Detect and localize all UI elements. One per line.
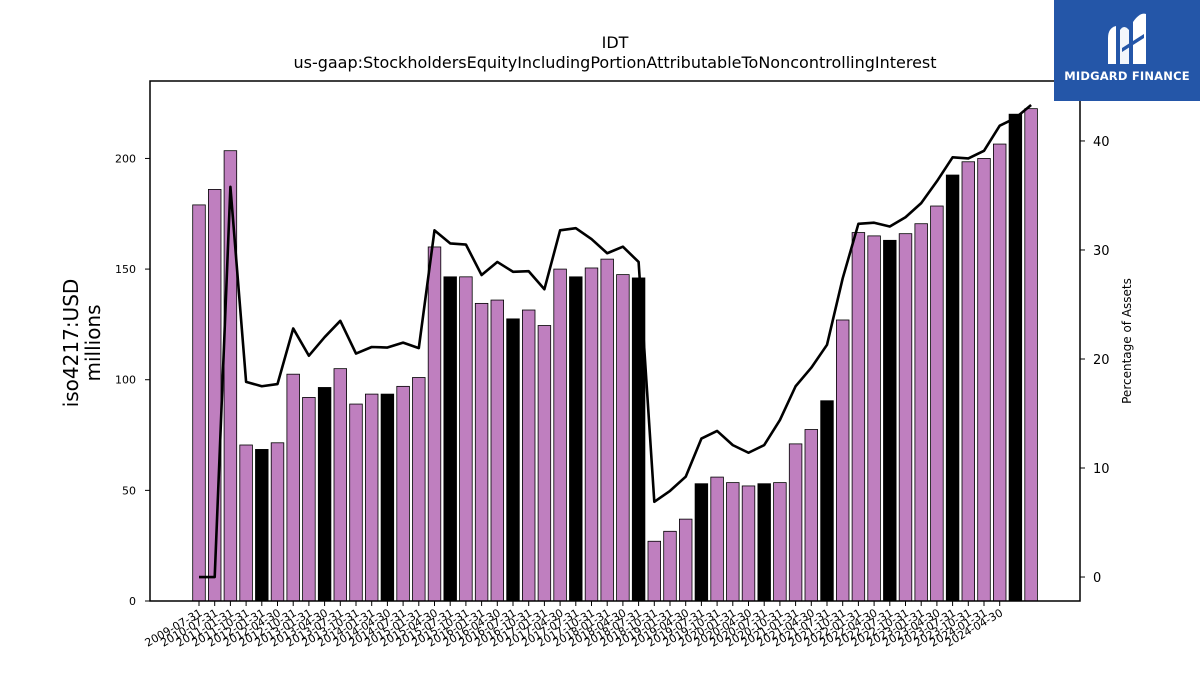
bar-2012-04-30: [317, 387, 332, 602]
bar-2013-01-31: [364, 393, 379, 602]
bar-2021-01-31: [867, 235, 881, 602]
bar-2012-10-31: [349, 403, 363, 602]
y2-axis-label: Percentage of Assets: [1120, 278, 1134, 404]
bar-2015-04-30: [506, 318, 520, 602]
y-tick-label: 50: [122, 484, 136, 497]
plot-area: [192, 103, 1038, 602]
bar-2018-04-30: [694, 483, 709, 602]
bar-2016-10-31: [600, 258, 614, 602]
bar-2013-10-31: [412, 377, 426, 602]
y2-tick-label: 40: [1093, 135, 1110, 150]
bar-2021-04-30: [883, 239, 897, 602]
bar-2010-01-31: [207, 189, 222, 602]
logo-text: MIDGARD FINANCE: [1064, 69, 1190, 83]
bar-2022-01-31: [930, 205, 944, 602]
chart-subtitle: us-gaap:StockholdersEquityIncludingPorti…: [293, 53, 936, 72]
y-tick-label: 0: [129, 595, 136, 608]
bar-2021-07-31: [898, 233, 913, 602]
y2-tick-label: 10: [1093, 462, 1110, 477]
chart-title: IDT: [602, 33, 629, 52]
bar-2023-07-31: [1024, 108, 1038, 602]
bar-2022-10-31: [977, 158, 991, 602]
percentage-of-assets-line: [199, 103, 1032, 579]
bar-2023-04-30: [1008, 113, 1023, 602]
y-axis-label: iso4217:USDmillions: [59, 279, 105, 408]
y-axis-label-line: millions: [81, 304, 105, 381]
bar-2009-07-31: [192, 204, 206, 602]
bar-2017-10-31: [663, 530, 677, 602]
bar-2017-07-31: [647, 540, 662, 602]
bar-2015-10-31: [537, 325, 552, 602]
bar-2014-07-31: [459, 276, 473, 602]
midgard-finance-logo: MIDGARD FINANCE: [1054, 0, 1200, 101]
midgard-logo-mark-icon: [1108, 13, 1146, 64]
bar-2017-01-31: [616, 274, 630, 602]
y-tick-label: 200: [115, 152, 136, 165]
y2-tick-label: 30: [1093, 244, 1110, 259]
bar-2023-01-31: [993, 143, 1007, 602]
bar-2022-04-30: [945, 174, 960, 602]
bar-2011-01-31: [239, 444, 253, 602]
bar-2015-01-31: [490, 299, 505, 602]
bar-2012-01-31: [302, 397, 316, 602]
bar-2019-04-30: [757, 483, 771, 602]
y-tick-label: 100: [115, 374, 136, 387]
y2-tick-label: 20: [1093, 353, 1110, 368]
bar-2020-04-30: [820, 400, 834, 602]
plot-frame: [149, 80, 1081, 602]
bar-2012-07-31: [333, 368, 348, 602]
bar-2015-07-31: [522, 309, 536, 602]
y-tick-label: 150: [115, 263, 136, 276]
y-axis-label-line: iso4217:USD: [59, 279, 83, 408]
bar-2014-01-31: [427, 246, 442, 602]
bar-2013-07-31: [396, 385, 410, 602]
bar-2014-10-31: [474, 302, 489, 602]
bar-2011-10-31: [286, 373, 300, 602]
bar-2018-01-31: [679, 518, 693, 602]
bar-2020-01-31: [804, 429, 819, 602]
bar-2020-10-31: [851, 232, 866, 602]
bar-2016-04-30: [569, 276, 583, 602]
bar-2011-07-31: [270, 442, 285, 602]
bar-2018-10-31: [726, 482, 740, 602]
bar-2022-07-31: [961, 161, 976, 602]
bar-2014-04-30: [443, 276, 457, 602]
bar-2016-01-31: [553, 268, 567, 602]
bar-2018-07-31: [710, 476, 724, 602]
bar-2016-07-31: [584, 267, 599, 602]
bar-2013-04-30: [380, 393, 395, 602]
bar-2011-04-30: [255, 449, 269, 602]
bar-2019-07-31: [773, 482, 787, 602]
bar-2021-10-31: [914, 223, 928, 602]
bar-2019-10-31: [788, 443, 803, 602]
bar-2019-01-31: [741, 485, 756, 602]
y2-tick-label: 0: [1093, 571, 1101, 586]
bar-2020-07-31: [836, 319, 850, 602]
